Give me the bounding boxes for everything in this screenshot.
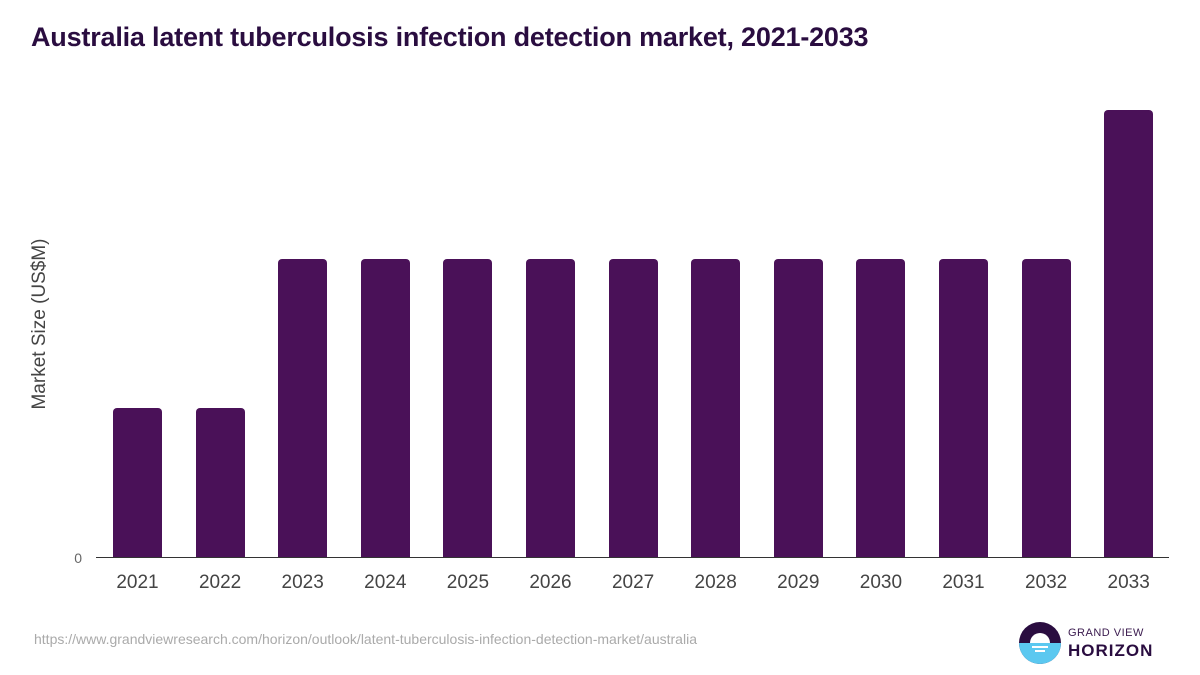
x-tick-2027: 2027 (611, 572, 655, 593)
bar-2028[interactable] (691, 258, 741, 557)
bar-2021[interactable] (113, 407, 162, 557)
logo-line1: GRAND VIEW (1068, 626, 1144, 639)
bar-2024[interactable] (360, 258, 410, 557)
bar-2029[interactable] (773, 258, 823, 557)
bar-2025[interactable] (443, 258, 493, 557)
x-tick-2022: 2022 (198, 572, 242, 593)
source-url[interactable]: https://www.grandviewresearch.com/horizo… (34, 631, 697, 647)
bar-2033[interactable] (1104, 109, 1154, 557)
chart-title: Australia latent tuberculosis infection … (31, 22, 869, 52)
y-tick-zero: 0 (74, 550, 82, 566)
grand-view-horizon-logo: GRAND VIEW HORIZON (1019, 622, 1153, 664)
x-tick-2029: 2029 (777, 572, 820, 593)
x-tick-2021: 2021 (116, 572, 159, 593)
bar-2023[interactable] (278, 258, 328, 557)
x-tick-2032: 2032 (1024, 572, 1068, 593)
x-tick-2028: 2028 (694, 572, 737, 593)
x-tick-2033: 2033 (1107, 572, 1150, 593)
bar-2027[interactable] (608, 258, 658, 557)
bar-2030[interactable] (856, 258, 906, 557)
bar-2031[interactable] (939, 258, 988, 557)
plot-area (96, 80, 1169, 557)
x-tick-2031: 2031 (942, 572, 985, 593)
bar-2026[interactable] (526, 258, 575, 557)
x-tick-2030: 2030 (859, 572, 903, 593)
x-tick-2025: 2025 (446, 572, 490, 593)
y-axis-label: Market Size (US$M) (29, 238, 50, 410)
x-tick-2026: 2026 (529, 572, 572, 593)
logo-line2: HORIZON (1068, 640, 1154, 660)
x-axis-line (96, 557, 1169, 558)
bar-2022[interactable] (195, 407, 245, 557)
x-tick-2023: 2023 (281, 572, 324, 593)
bar-2032[interactable] (1021, 258, 1071, 557)
x-tick-2024: 2024 (364, 572, 407, 593)
horizon-logo-icon (1019, 622, 1061, 664)
